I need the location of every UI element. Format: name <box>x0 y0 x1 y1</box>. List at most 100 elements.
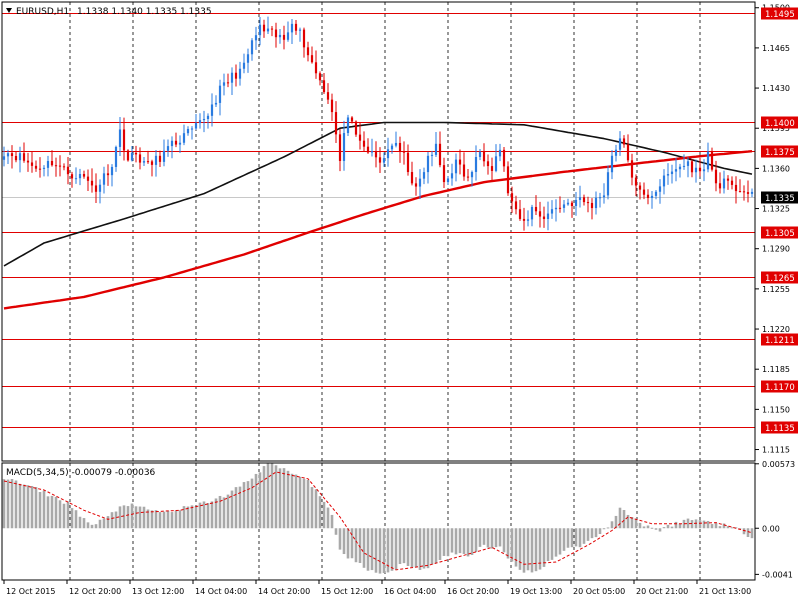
macd-bar <box>586 528 590 541</box>
macd-bar <box>270 462 274 529</box>
macd-bar <box>354 528 358 563</box>
candle-body <box>522 218 526 221</box>
macd-bar <box>578 528 582 548</box>
symbol-dropdown-icon[interactable] <box>6 8 12 13</box>
macd-bar <box>550 528 554 560</box>
macd-signal <box>3 471 753 571</box>
candle-body <box>750 191 754 194</box>
level-tag-1.1211 <box>761 333 798 346</box>
candle-body <box>398 142 402 152</box>
candle-body <box>510 193 514 202</box>
candle-body <box>490 166 494 171</box>
macd-bar <box>46 496 50 529</box>
time-tick-label: 14 Oct 20:00 <box>258 587 310 596</box>
macd-bar <box>278 468 282 529</box>
macd-bar <box>406 528 410 566</box>
candle-body <box>266 28 270 32</box>
candle-body <box>690 161 694 173</box>
candle-body <box>154 155 158 165</box>
candle-body <box>586 202 590 204</box>
macd-bar <box>674 521 678 529</box>
macd-bar <box>530 528 534 573</box>
candle-body <box>614 149 618 156</box>
time-tick-label: 12 Oct 2015 <box>6 587 55 596</box>
macd-bar <box>74 510 78 529</box>
macd-bar <box>658 528 662 532</box>
level-tag-1.1305 <box>761 226 798 239</box>
candle-body <box>146 161 150 163</box>
macd-bar <box>398 528 402 564</box>
macd-bar <box>470 528 474 556</box>
macd-bar <box>158 512 162 529</box>
time-tick-label: 21 Oct 13:00 <box>699 587 751 596</box>
candle-body <box>134 152 138 155</box>
macd-bar <box>698 520 702 529</box>
macd-bar <box>502 528 506 553</box>
candle-body <box>286 32 290 40</box>
macd-tick-label: -0.0041 <box>762 570 793 579</box>
candle-body <box>434 143 438 155</box>
candle-body <box>270 28 274 30</box>
horizontal-levels[interactable] <box>2 13 755 428</box>
macd-bar <box>30 485 34 529</box>
macd-bar <box>306 479 310 529</box>
macd-bar <box>418 528 422 570</box>
candle-body <box>714 169 718 184</box>
macd-panel-frame <box>1 462 756 581</box>
macd-bar <box>138 506 142 529</box>
candle-body <box>346 117 350 134</box>
macd-bar <box>410 528 414 568</box>
macd-bar <box>634 518 638 529</box>
candle-body <box>118 129 122 147</box>
time-tick-label: 15 Oct 12:00 <box>321 587 373 596</box>
current-price-text: 1.1335 <box>765 194 795 204</box>
macd-bar <box>666 524 670 529</box>
macd-bar <box>238 486 242 529</box>
candle-body <box>230 72 234 83</box>
candle-body <box>354 121 358 135</box>
candle-body <box>514 201 518 210</box>
macd-bar <box>498 528 502 547</box>
level-tag-1.1400 <box>761 116 798 129</box>
candle-body <box>342 133 346 161</box>
candle-body <box>46 161 50 168</box>
candle-body <box>6 153 10 157</box>
candle-body <box>66 166 70 175</box>
macd-bar <box>322 501 326 529</box>
time-tick-label: 12 Oct 20:00 <box>69 587 121 596</box>
candle-body <box>430 154 434 156</box>
time-tick-label: 20 Oct 21:00 <box>636 587 688 596</box>
level-tag-text: 1.1170 <box>765 383 795 393</box>
ma-black-line <box>3 121 753 267</box>
candle-body <box>222 82 226 86</box>
candle-body <box>670 171 674 175</box>
macd-bar <box>650 527 654 529</box>
level-tag-text: 1.1375 <box>765 148 795 158</box>
macd-bar <box>366 528 370 571</box>
macd-bar <box>730 527 734 529</box>
macd-bar <box>630 517 634 529</box>
macd-bar <box>602 528 606 530</box>
macd-histogram <box>2 462 754 574</box>
macd-bar <box>390 528 394 571</box>
level-tag-text: 1.1495 <box>765 10 795 20</box>
candle-body <box>638 185 642 190</box>
candle-body <box>102 173 106 185</box>
candle-body <box>494 156 498 171</box>
macd-bar <box>566 528 570 548</box>
candle-body <box>582 197 586 203</box>
candle-body <box>590 202 594 209</box>
candle-body <box>506 166 510 194</box>
macd-bar <box>750 528 754 539</box>
grid-lines <box>69 2 701 580</box>
macd-bar <box>394 528 398 570</box>
price-tick-label: 1.1185 <box>762 365 790 374</box>
macd-bar <box>218 495 222 529</box>
candle-body <box>526 219 530 221</box>
macd-bar <box>718 526 722 529</box>
macd-bar <box>542 528 546 567</box>
macd-bar <box>438 528 442 560</box>
macd-bar <box>282 468 286 529</box>
candle-body <box>362 140 366 147</box>
